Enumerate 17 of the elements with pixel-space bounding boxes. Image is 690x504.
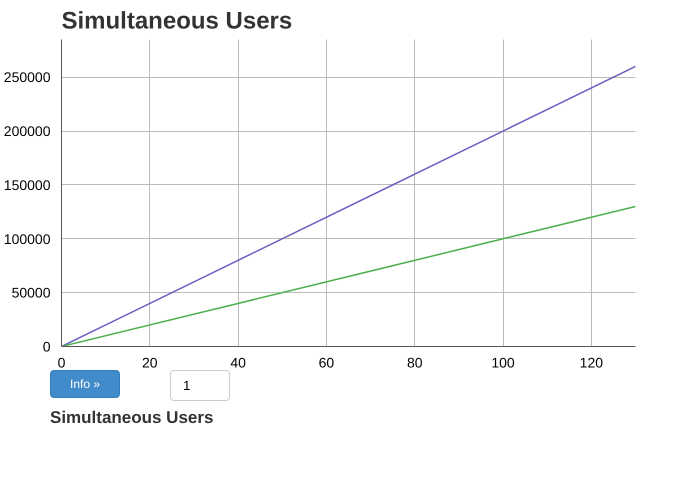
chart-title: Simultaneous Users bbox=[62, 8, 292, 34]
x-tick-label: 80 bbox=[406, 354, 423, 370]
y-tick-label: 0 bbox=[42, 338, 51, 354]
text: 1 bbox=[170, 370, 230, 402]
x-tick-label: 0 bbox=[58, 354, 66, 370]
y-tick-label: 200000 bbox=[4, 123, 51, 140]
x-tick-label: 40 bbox=[230, 354, 246, 370]
y-tick-label: 50000 bbox=[12, 284, 51, 301]
x-tick-label: 20 bbox=[142, 354, 158, 370]
x-tick-label: 100 bbox=[491, 354, 515, 370]
y-tick-label: 250000 bbox=[4, 69, 51, 86]
x-tick-label: 120 bbox=[580, 354, 604, 370]
y-tick-label: 100000 bbox=[4, 230, 51, 247]
text: Info » bbox=[50, 370, 120, 398]
x-tick-label: 60 bbox=[318, 354, 334, 370]
text: Simultaneous Users bbox=[50, 407, 214, 430]
y-tick-label: 150000 bbox=[4, 176, 51, 193]
